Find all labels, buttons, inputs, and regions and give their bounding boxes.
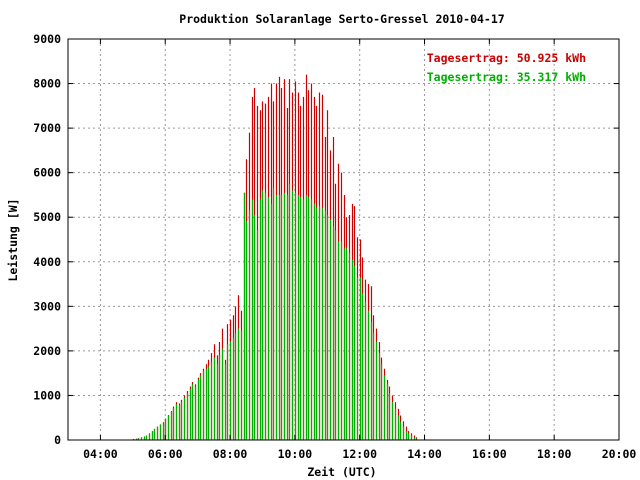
legend-entry-1: Tagesertrag: 50.925 kWh bbox=[427, 51, 586, 65]
y-tick-label: 7000 bbox=[33, 121, 61, 135]
x-axis-ticks: 04:00 06:00 08:00 10:00 12:00 14:00 16:00 18:00… bbox=[83, 39, 636, 461]
y-tick-label: 1000 bbox=[33, 388, 61, 402]
x-tick-label: 20:00 bbox=[602, 447, 637, 461]
y-axis-label: Leistung [W] bbox=[6, 198, 20, 281]
chart-title: Produktion Solaranlage Serto-Gressel 201… bbox=[179, 12, 504, 26]
grid bbox=[68, 39, 619, 440]
y-tick-label: 2000 bbox=[33, 344, 61, 358]
legend-entry-2: Tagesertrag: 35.317 kWh bbox=[427, 70, 586, 84]
series-2-bars bbox=[132, 183, 418, 440]
x-tick-label: 12:00 bbox=[342, 447, 377, 461]
y-tick-label: 0 bbox=[54, 433, 61, 447]
x-tick-label: 16:00 bbox=[472, 447, 507, 461]
y-tick-label: 9000 bbox=[33, 32, 61, 46]
x-tick-label: 14:00 bbox=[407, 447, 442, 461]
x-tick-label: 04:00 bbox=[83, 447, 118, 461]
x-axis-label: Zeit (UTC) bbox=[307, 465, 376, 479]
y-tick-label: 5000 bbox=[33, 210, 61, 224]
x-tick-label: 10:00 bbox=[278, 447, 313, 461]
y-tick-label: 4000 bbox=[33, 255, 61, 269]
plot-area bbox=[67, 38, 620, 441]
y-axis-ticks: 0 1000 2000 3000 4000 5000 6000 7000 8000 9000 bbox=[33, 32, 619, 447]
x-tick-label: 08:00 bbox=[213, 447, 248, 461]
y-tick-label: 8000 bbox=[33, 77, 61, 91]
x-tick-label: 06:00 bbox=[148, 447, 183, 461]
y-tick-label: 6000 bbox=[33, 166, 61, 180]
y-tick-label: 3000 bbox=[33, 299, 61, 313]
x-tick-label: 18:00 bbox=[537, 447, 572, 461]
